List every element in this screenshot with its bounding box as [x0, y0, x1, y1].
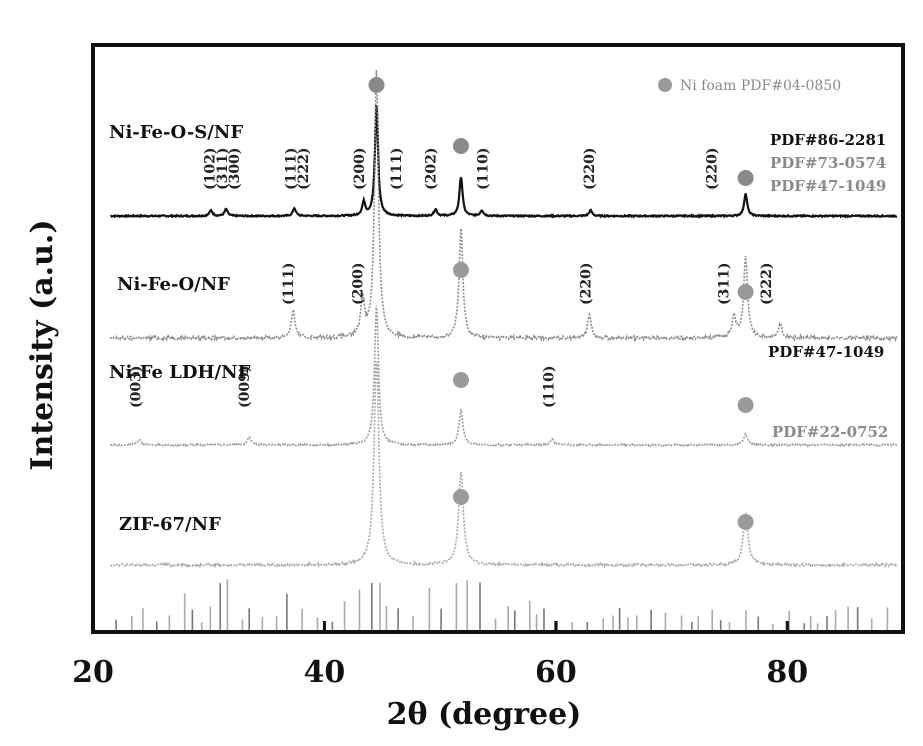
ni-foam-marker-1-0: [453, 262, 469, 278]
ni-foam-legend-marker: [658, 78, 672, 92]
y-axis-title: Intensity (a.u.): [25, 219, 60, 470]
ref-card-pdf-47-1049-top: PDF#47-1049: [770, 177, 886, 195]
ni-foam-marker-1-1: [738, 284, 754, 300]
sample-label-ni-fe-o: Ni-Fe-O/NF: [117, 274, 230, 295]
ni-foam-markers: [369, 77, 754, 530]
trace-3: [110, 362, 897, 567]
trace-1: [110, 70, 897, 339]
ref-card-pdf-47-1049: PDF#47-1049: [768, 343, 884, 361]
ni-foam-marker-3-1: [738, 514, 754, 530]
hkl-label-0-6: (111): [389, 148, 405, 190]
ni-foam-marker-0-2: [738, 170, 754, 186]
ni-foam-marker-3-0: [453, 489, 469, 505]
hkl-label-1-0: (111): [281, 263, 297, 305]
ni-foam-marker-0-0: [369, 77, 385, 93]
hkl-label-1-3: (311): [716, 263, 732, 305]
hkl-label-1-1: (200): [351, 263, 367, 305]
hkl-label-2-2: (110): [542, 366, 558, 408]
hkl-label-0-10: (220): [705, 148, 721, 190]
x-tick-label-20: 20: [72, 655, 114, 690]
hkl-label-0-5: (200): [352, 148, 368, 190]
ni-foam-marker-0-1: [453, 138, 469, 154]
sample-label-ni-fe-ldh: Ni-Fe LDH/NF: [109, 362, 251, 383]
hkl-label-0-8: (110): [476, 148, 492, 190]
sample-label-zif-67: ZIF-67/NF: [119, 514, 221, 535]
ref-card-pdf-86-2281: PDF#86-2281: [770, 131, 886, 149]
legend: Ni foam PDF#04-0850: [658, 78, 841, 94]
hkl-label-1-4: (222): [759, 263, 775, 305]
x-axis-title: 2θ (degree): [387, 697, 582, 732]
hkl-label-0-7: (202): [424, 148, 440, 190]
hkl-label-1-2: (220): [579, 263, 595, 305]
hkl-label-0-4: (222): [296, 148, 312, 190]
ni-foam-marker-2-0: [453, 372, 469, 388]
ref-card-pdf-22-0752: PDF#22-0752: [772, 423, 888, 441]
x-tick-label-40: 40: [304, 655, 346, 690]
sample-label-ni-fe-o-s: Ni-Fe-O-S/NF: [109, 122, 243, 143]
hkl-label-0-9: (220): [582, 148, 598, 190]
ref-card-pdf-73-0574: PDF#73-0574: [770, 154, 886, 172]
x-tick-label-60: 60: [535, 655, 577, 690]
ni-foam-marker-2-1: [738, 397, 754, 413]
hkl-label-0-2: (300): [227, 148, 243, 190]
reference-stick-pattern: [116, 579, 887, 630]
x-tick-label-80: 80: [766, 655, 808, 690]
legend-label: Ni foam PDF#04-0850: [680, 78, 841, 94]
